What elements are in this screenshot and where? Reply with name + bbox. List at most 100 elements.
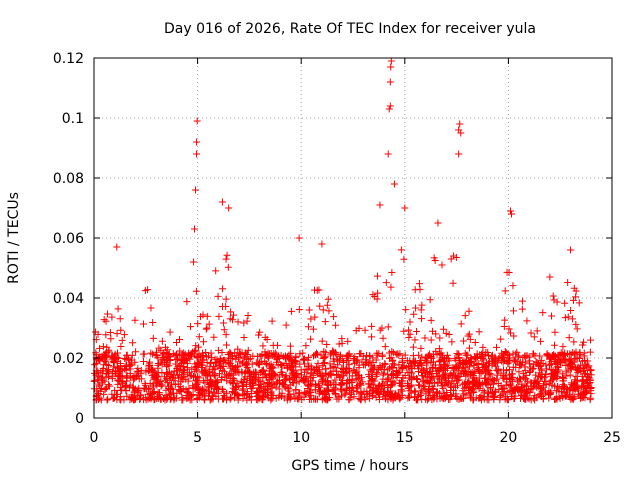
data-point	[301, 378, 309, 386]
data-point	[220, 319, 228, 327]
data-point	[579, 341, 587, 349]
data-point	[236, 350, 244, 358]
data-point	[361, 326, 369, 334]
data-point	[415, 391, 423, 399]
data-point	[245, 355, 253, 363]
data-point	[532, 371, 540, 379]
data-point	[445, 331, 453, 339]
data-point	[305, 390, 313, 398]
data-point	[226, 374, 234, 382]
y-tick-label: 0.08	[53, 171, 84, 187]
data-point	[379, 334, 387, 342]
data-point	[295, 306, 303, 314]
data-point	[567, 360, 575, 368]
data-point	[356, 380, 364, 388]
data-point	[122, 382, 130, 390]
data-point	[341, 391, 349, 399]
data-point	[158, 337, 166, 345]
data-point	[498, 390, 506, 398]
data-point	[248, 379, 256, 387]
data-point	[117, 362, 125, 370]
data-point	[341, 368, 349, 376]
data-point	[465, 389, 473, 397]
data-point	[173, 389, 181, 397]
data-point	[147, 349, 155, 357]
data-point	[280, 394, 288, 402]
data-point	[492, 362, 500, 370]
data-point	[314, 359, 322, 367]
data-point	[95, 356, 103, 364]
data-point	[541, 373, 549, 381]
data-point	[386, 102, 394, 110]
data-point	[487, 370, 495, 378]
data-point	[338, 339, 346, 347]
data-point	[321, 318, 329, 326]
data-point	[459, 387, 467, 395]
data-point	[103, 310, 111, 318]
data-point	[187, 392, 195, 400]
data-point	[522, 352, 530, 360]
data-point	[479, 393, 487, 401]
data-point	[457, 129, 465, 137]
data-point	[484, 388, 492, 396]
data-point	[506, 207, 514, 215]
data-point	[106, 328, 114, 336]
data-point	[386, 78, 394, 86]
data-point	[444, 374, 452, 382]
y-tick-label: 0.12	[53, 51, 84, 67]
data-point	[513, 348, 521, 356]
data-point	[530, 333, 538, 341]
data-point	[270, 370, 278, 378]
data-point	[129, 376, 137, 384]
data-point	[381, 360, 389, 368]
data-point	[337, 373, 345, 381]
data-point	[526, 367, 534, 375]
data-point	[378, 382, 386, 390]
data-point	[284, 392, 292, 400]
data-point	[373, 295, 381, 303]
data-point	[464, 371, 472, 379]
data-point	[455, 363, 463, 371]
data-point	[315, 383, 323, 391]
data-point	[310, 352, 318, 360]
data-point	[276, 391, 284, 399]
data-point	[185, 368, 193, 376]
data-point	[199, 377, 207, 385]
data-point	[569, 315, 577, 323]
data-point	[113, 363, 121, 371]
data-point	[501, 287, 509, 295]
data-point	[295, 234, 303, 242]
data-point	[232, 384, 240, 392]
data-point	[330, 313, 338, 321]
data-point	[326, 351, 334, 359]
data-point	[571, 385, 579, 393]
data-point	[141, 379, 149, 387]
data-point	[519, 358, 527, 366]
data-point	[482, 369, 490, 377]
data-point	[275, 352, 283, 360]
data-point	[335, 340, 343, 348]
data-point	[464, 379, 472, 387]
data-point	[411, 336, 419, 344]
data-point	[448, 363, 456, 371]
data-point	[456, 120, 464, 128]
data-point	[272, 349, 280, 357]
data-point	[261, 333, 269, 341]
data-point	[339, 376, 347, 384]
tick-labels: 0 5 10 15 20 25 0 0.02 0.04 0.06 0.08 0.1 0.12	[53, 51, 621, 446]
data-point	[192, 186, 200, 194]
data-point	[376, 201, 384, 209]
data-point	[280, 361, 288, 369]
data-point	[501, 371, 509, 379]
data-point	[389, 370, 397, 378]
data-point	[147, 304, 155, 312]
data-point	[193, 395, 201, 403]
data-point	[214, 346, 222, 354]
data-point	[222, 255, 230, 263]
data-point	[501, 316, 509, 324]
data-point	[190, 225, 198, 233]
data-point	[96, 344, 104, 352]
data-point	[324, 295, 332, 303]
data-point	[418, 353, 426, 361]
